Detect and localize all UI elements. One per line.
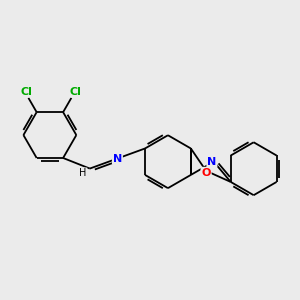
Text: N: N (207, 157, 217, 167)
Text: Cl: Cl (21, 87, 32, 97)
Text: Cl: Cl (69, 87, 81, 97)
Text: O: O (201, 168, 211, 178)
Text: H: H (80, 168, 87, 178)
Text: N: N (113, 154, 122, 164)
